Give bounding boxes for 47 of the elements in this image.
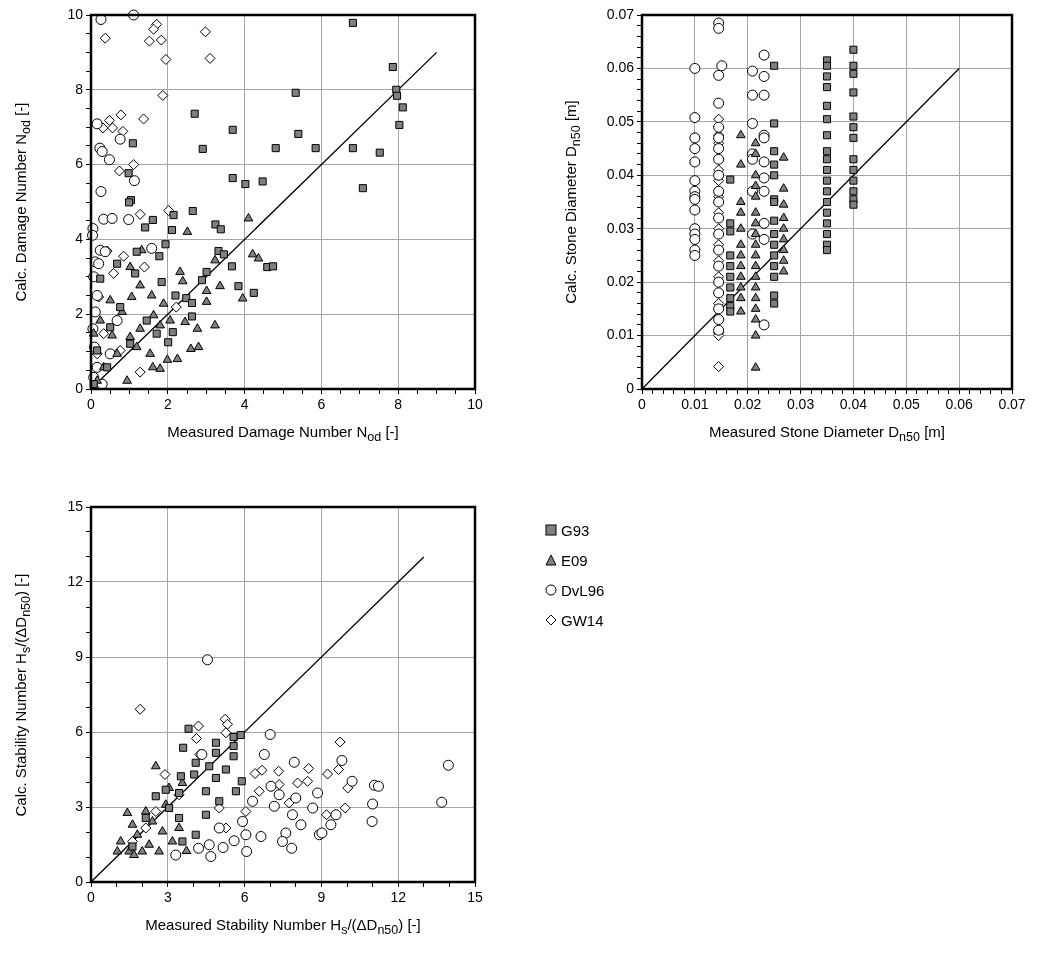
x-tick-label: 0.06 [945, 396, 973, 413]
legend-label: GW14 [561, 611, 604, 629]
y-tick-label: 0 [626, 379, 635, 396]
y-tick-label: 0 [75, 872, 84, 889]
x-tick-label: 2 [163, 396, 172, 413]
x-tick-label: 8 [394, 396, 403, 413]
x-tick-label: 3 [163, 889, 172, 906]
y-tick-label: 0.05 [606, 112, 635, 129]
x-axis-title: Measured Stone Diameter D$_{n50}$ [m] [709, 423, 945, 444]
x-tick-label: 0.03 [786, 396, 815, 413]
x-axis-title: Measured Damage Number N$_{od}$ [-] [167, 423, 399, 444]
y-tick-label: 12 [67, 572, 84, 589]
x-tick-label: 6 [240, 889, 249, 906]
x-tick-label: 0 [638, 396, 647, 413]
y-tick-label: 9 [75, 647, 84, 664]
x-tick-label: 0.07 [998, 396, 1026, 413]
legend-label: G93 [561, 521, 590, 539]
y-tick-label: 0.01 [606, 326, 635, 343]
y-tick-label: 3 [75, 797, 84, 814]
x-tick-label: 0 [87, 396, 96, 413]
x-tick-label: 9 [317, 889, 326, 906]
x-tick-label: 0.05 [892, 396, 921, 413]
x-axis-title: Measured Stability Number H$_{s}$/(ΔD$_{n50}$) [-] [145, 916, 421, 937]
y-tick-label: 0.07 [606, 5, 635, 22]
y-tick-label: 15 [67, 497, 84, 514]
x-tick-label: 10 [467, 396, 483, 413]
y-tick-label: 6 [75, 722, 84, 739]
legend-label: E09 [561, 551, 588, 569]
y-tick-label: 0 [75, 379, 84, 396]
y-tick-label: 0.06 [606, 59, 635, 76]
y-tick-label: 6 [75, 155, 84, 172]
y-tick-label: 0.03 [606, 219, 635, 236]
y-tick-label: 0.04 [606, 166, 635, 183]
x-tick-label: 12 [390, 889, 407, 906]
x-tick-label: 0.02 [734, 396, 762, 413]
x-tick-label: 0.04 [839, 396, 868, 413]
y-tick-label: 0.02 [606, 273, 635, 289]
x-tick-label: 15 [467, 889, 483, 906]
x-tick-label: 0 [87, 889, 96, 906]
x-tick-label: 4 [240, 396, 249, 413]
legend-label: DvL96 [561, 581, 605, 599]
x-tick-label: 0.01 [681, 396, 709, 413]
y-tick-label: 2 [75, 305, 84, 322]
y-tick-label: 8 [75, 80, 84, 97]
y-tick-label: 4 [75, 230, 84, 247]
x-tick-label: 6 [317, 396, 326, 413]
y-tick-label: 10 [67, 5, 84, 22]
